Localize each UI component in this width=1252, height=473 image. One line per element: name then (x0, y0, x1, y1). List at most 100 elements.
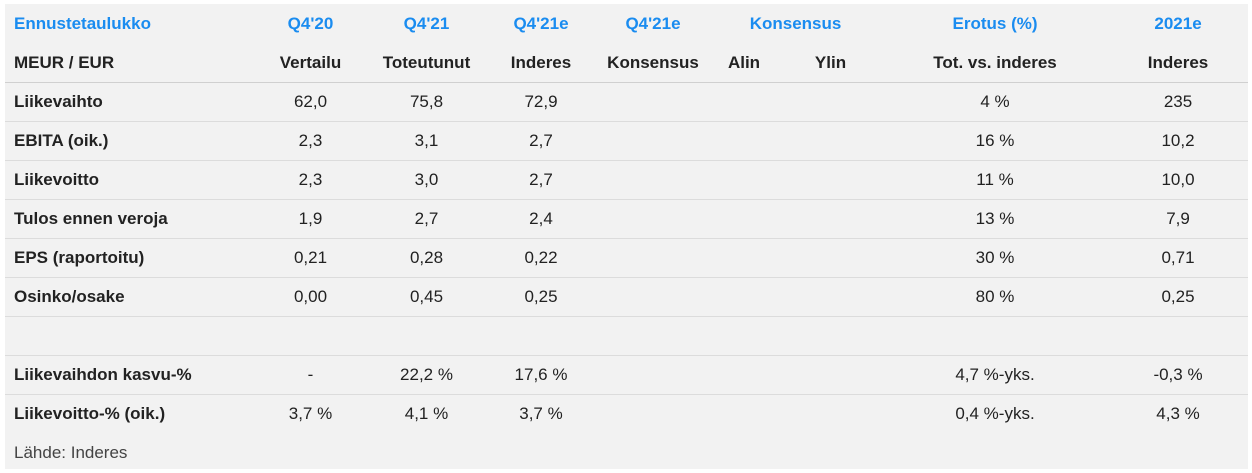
row-label: Osinko/osake (5, 277, 253, 317)
cell-2021: 0,25 (1108, 277, 1249, 317)
cell-erotus: 0,4 %-yks. (955, 404, 1035, 423)
cell-vertailu: - (253, 355, 368, 395)
cell-ylin (779, 238, 883, 278)
source-row: Lähde: Inderes (5, 433, 1248, 473)
cell-toteutunut: 4,1 % (404, 404, 449, 423)
cell-alin (709, 199, 779, 239)
cell-2021: 10,2 (1108, 121, 1249, 161)
subheader-inderes-2021: Inderes (1108, 44, 1249, 83)
cell-toteutunut: 22,2 % (368, 355, 485, 395)
cell-erotus: 4 % (882, 82, 1109, 122)
subheader-tot-vs-inderes: Tot. vs. inderes (882, 44, 1109, 83)
cell-konsensus (597, 199, 709, 239)
col-header-q4-21e-consensus: Q4'21e (625, 14, 681, 33)
table-row: Liikevoitto-% (oik.) 3,7 % 4,1 % 3,7 % 0… (5, 395, 1248, 434)
cell-ylin (779, 395, 882, 434)
subheader-inderes: Inderes (485, 44, 597, 83)
cell-inderes: 2,7 (485, 121, 597, 161)
cell-inderes: 3,7 % (519, 404, 563, 423)
col-header-q4-21e: Q4'21e (513, 14, 569, 33)
col-header-konsensus: Konsensus (749, 14, 842, 33)
cell-alin (709, 238, 779, 278)
cell-toteutunut: 2,7 (368, 199, 485, 239)
subheader-vertailu: Vertailu (253, 44, 368, 83)
unit-label: MEUR / EUR (5, 44, 253, 83)
cell-alin (709, 277, 779, 317)
row-label: Liikevaihdon kasvu-% (5, 355, 253, 395)
cell-toteutunut: 0,28 (368, 238, 485, 278)
cell-konsensus (597, 355, 709, 395)
cell-erotus: 13 % (882, 199, 1109, 239)
cell-ylin (779, 355, 883, 395)
forecast-table: Ennustetaulukko Q4'20 Q4'21 Q4'21e Q4'21… (5, 4, 1249, 473)
cell-inderes: 2,7 (485, 160, 597, 200)
cell-alin (709, 160, 779, 200)
spacer-row (5, 316, 1249, 356)
cell-vertailu: 1,9 (253, 199, 368, 239)
cell-ylin (779, 160, 883, 200)
table-row: EPS (raportoitu) 0,21 0,28 0,22 30 % 0,7… (5, 238, 1249, 278)
cell-ylin (779, 199, 883, 239)
row-label: EPS (raportoitu) (5, 238, 253, 278)
cell-alin (709, 395, 779, 434)
cell-konsensus (597, 277, 709, 317)
cell-erotus: 80 % (882, 277, 1109, 317)
cell-vertailu: 62,0 (253, 82, 368, 122)
row-label: Liikevoitto-% (oik.) (14, 404, 166, 423)
table-row: Liikevoitto 2,3 3,0 2,7 11 % 10,0 (5, 160, 1249, 200)
cell-vertailu: 0,21 (253, 238, 368, 278)
cell-erotus: 11 % (882, 160, 1109, 200)
col-header-q4-21: Q4'21 (403, 14, 450, 33)
cell-vertailu: 3,7 % (288, 404, 333, 423)
cell-erotus: 4,7 %-yks. (882, 355, 1109, 395)
cell-2021: 10,0 (1108, 160, 1249, 200)
cell-2021: 0,71 (1108, 238, 1249, 278)
header-row-sub: MEUR / EUR Vertailu Toteutunut Inderes K… (5, 44, 1249, 83)
cell-vertailu: 2,3 (253, 121, 368, 161)
row-label: Tulos ennen veroja (5, 199, 253, 239)
cell-vertailu: 0,00 (253, 277, 368, 317)
cell-2021: 4,3 % (1156, 404, 1200, 423)
cell-konsensus (597, 121, 709, 161)
table-row: Liikevaihto 62,0 75,8 72,9 4 % 235 (5, 82, 1249, 122)
cell-alin (709, 355, 779, 395)
cell-erotus: 16 % (882, 121, 1109, 161)
cell-konsensus (597, 395, 709, 434)
cell-alin (709, 121, 779, 161)
cell-konsensus (597, 238, 709, 278)
col-header-2021e: 2021e (1154, 14, 1202, 33)
table-row: Liikevaihdon kasvu-% - 22,2 % 17,6 % 4,7… (5, 355, 1249, 395)
cell-2021: -0,3 % (1108, 355, 1249, 395)
cell-toteutunut: 3,1 (368, 121, 485, 161)
cell-erotus: 30 % (882, 238, 1109, 278)
row-label: Liikevoitto (5, 160, 253, 200)
table-row: Osinko/osake 0,00 0,45 0,25 80 % 0,25 (5, 277, 1249, 317)
cell-toteutunut: 0,45 (368, 277, 485, 317)
cell-2021: 235 (1108, 82, 1249, 122)
cell-inderes: 0,25 (485, 277, 597, 317)
cell-inderes: 0,22 (485, 238, 597, 278)
cell-konsensus (597, 82, 709, 122)
subheader-alin: Alin (709, 44, 779, 83)
header-row-top: Ennustetaulukko Q4'20 Q4'21 Q4'21e Q4'21… (5, 4, 1248, 44)
cell-inderes: 72,9 (485, 82, 597, 122)
cell-ylin (779, 277, 883, 317)
row-label: EBITA (oik.) (5, 121, 253, 161)
subheader-konsensus: Konsensus (597, 44, 709, 83)
col-header-erotus: Erotus (%) (952, 14, 1038, 33)
cell-toteutunut: 75,8 (368, 82, 485, 122)
cell-ylin (779, 121, 883, 161)
source-note: Lähde: Inderes (14, 443, 128, 462)
cell-2021: 7,9 (1108, 199, 1249, 239)
col-header-q4-20: Q4'20 (287, 14, 334, 33)
row-label: Liikevaihto (5, 82, 253, 122)
table-title: Ennustetaulukko (14, 14, 151, 33)
subheader-ylin: Ylin (779, 44, 883, 83)
table-row: Tulos ennen veroja 1,9 2,7 2,4 13 % 7,9 (5, 199, 1249, 239)
cell-alin (709, 82, 779, 122)
cell-inderes: 17,6 % (485, 355, 597, 395)
cell-ylin (779, 82, 883, 122)
cell-inderes: 2,4 (485, 199, 597, 239)
table-row: EBITA (oik.) 2,3 3,1 2,7 16 % 10,2 (5, 121, 1249, 161)
cell-toteutunut: 3,0 (368, 160, 485, 200)
